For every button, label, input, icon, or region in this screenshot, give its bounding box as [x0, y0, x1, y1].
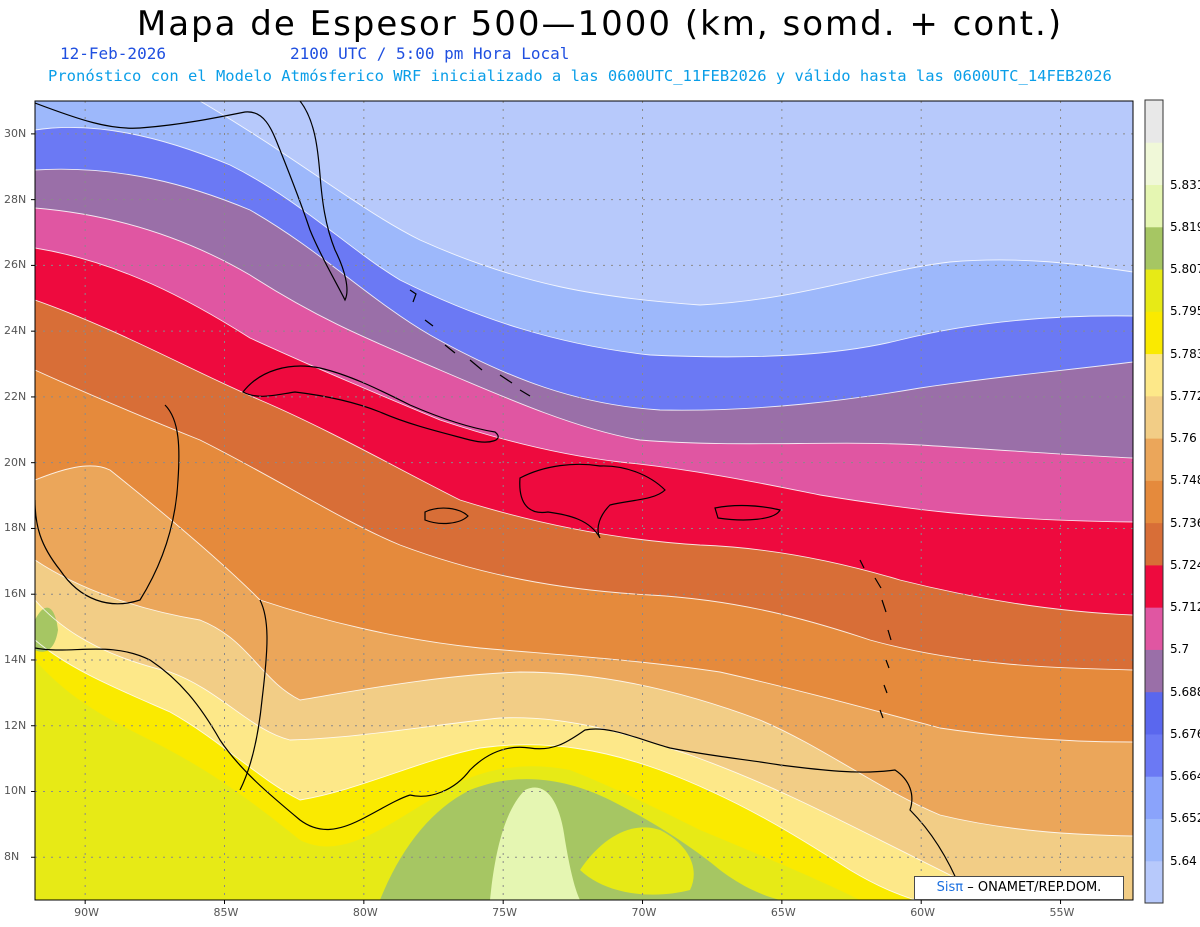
colorbar-swatch	[1145, 142, 1163, 186]
colorbar-swatch	[1145, 691, 1163, 735]
colorbar-frame	[1144, 99, 1164, 904]
credit-box: Sisπ – ONAMET/REP.DOM.	[914, 876, 1124, 900]
colorbar-swatch	[1145, 311, 1163, 355]
lon-label: 75W	[492, 906, 518, 919]
lat-label: 12N	[4, 718, 27, 732]
map-plot-area	[35, 101, 1133, 900]
axis-ticks	[31, 133, 1062, 904]
colorbar-level-label: 5.7	[1170, 642, 1190, 657]
band-5.807	[490, 787, 580, 900]
lat-label: 20N	[4, 455, 27, 469]
colorbar-level-label: 5.64	[1170, 853, 1197, 868]
band-5.783-inner	[580, 827, 694, 895]
colorbar-swatch	[1145, 438, 1163, 481]
colorbar-swatch	[1145, 522, 1163, 566]
credit-text: – ONAMET/REP.DOM.	[967, 880, 1102, 895]
colorbar-swatch	[1145, 607, 1163, 650]
colorbar-level-label: 5.831	[1170, 177, 1200, 192]
map-title: Mapa de Espesor 500—1000 (km, somd. + co…	[136, 4, 1064, 44]
credit-brand: Sisπ	[936, 880, 964, 895]
colorbar-level-label: 5.772	[1170, 388, 1200, 403]
colorbar-level-label: 5.712	[1170, 600, 1200, 615]
colorbar-swatch	[1145, 776, 1163, 819]
colorbar-swatch	[1145, 860, 1163, 904]
colorbar-swatch	[1145, 184, 1163, 228]
lon-label: 80W	[352, 906, 378, 919]
band-5.795-left	[35, 607, 58, 652]
colorbar-level-label: 5.819	[1170, 219, 1200, 234]
graticule	[35, 101, 1133, 900]
colorbar-swatch	[1145, 100, 1163, 143]
colorbar-level-label: 5.748	[1170, 473, 1200, 488]
forecast-description: Pronóstico con el Modelo Atmósferico WRF…	[48, 67, 1112, 85]
lat-label: 8N	[4, 850, 20, 864]
lat-label: 22N	[4, 389, 27, 403]
contour-lines	[35, 101, 1133, 900]
lat-label: 18N	[4, 521, 27, 535]
lon-label: 70W	[631, 906, 657, 919]
lon-label: 85W	[213, 906, 239, 919]
colorbar-swatch	[1145, 395, 1163, 439]
lon-label: 60W	[910, 906, 936, 919]
coastlines	[35, 101, 966, 900]
colorbar-swatch	[1145, 818, 1163, 862]
colorbar-swatch	[1145, 733, 1163, 777]
lat-label: 16N	[4, 587, 27, 601]
lon-label: 65W	[770, 906, 796, 919]
colorbar-level-label: 5.795	[1170, 304, 1200, 319]
colorbar-level-label: 5.76	[1170, 431, 1197, 446]
colorbar-level-label: 5.783	[1170, 346, 1200, 361]
colorbar-level-label: 5.688	[1170, 684, 1200, 699]
lat-label: 14N	[4, 652, 27, 666]
lat-label: 10N	[4, 784, 27, 798]
colorbar-swatch	[1145, 226, 1163, 270]
colorbar-level-label: 5.736	[1170, 515, 1200, 530]
colorbar-level-label: 5.724	[1170, 557, 1200, 572]
lat-label: 26N	[4, 258, 27, 272]
plot-frame	[34, 100, 1134, 901]
colorbar-swatch	[1145, 269, 1163, 312]
lat-label: 24N	[4, 324, 27, 338]
colorbar-level-label: 5.807	[1170, 262, 1200, 277]
colorbar-level-label: 5.664	[1170, 769, 1200, 784]
lat-label: 30N	[4, 126, 27, 140]
colorbar-level-label: 5.652	[1170, 811, 1200, 826]
lat-label: 28N	[4, 192, 27, 206]
colorbar-swatch	[1145, 564, 1163, 608]
colorbar-swatch	[1145, 649, 1163, 693]
forecast-time: 2100 UTC / 5:00 pm Hora Local	[290, 44, 570, 63]
forecast-date: 12-Feb-2026	[60, 44, 166, 63]
colorbar-swatch	[1145, 353, 1163, 397]
colorbar-level-label: 5.676	[1170, 726, 1200, 741]
colorbar-swatch	[1145, 480, 1163, 524]
lon-label: 90W	[74, 906, 100, 919]
lon-label: 55W	[1049, 906, 1075, 919]
colorbar	[1145, 100, 1163, 904]
